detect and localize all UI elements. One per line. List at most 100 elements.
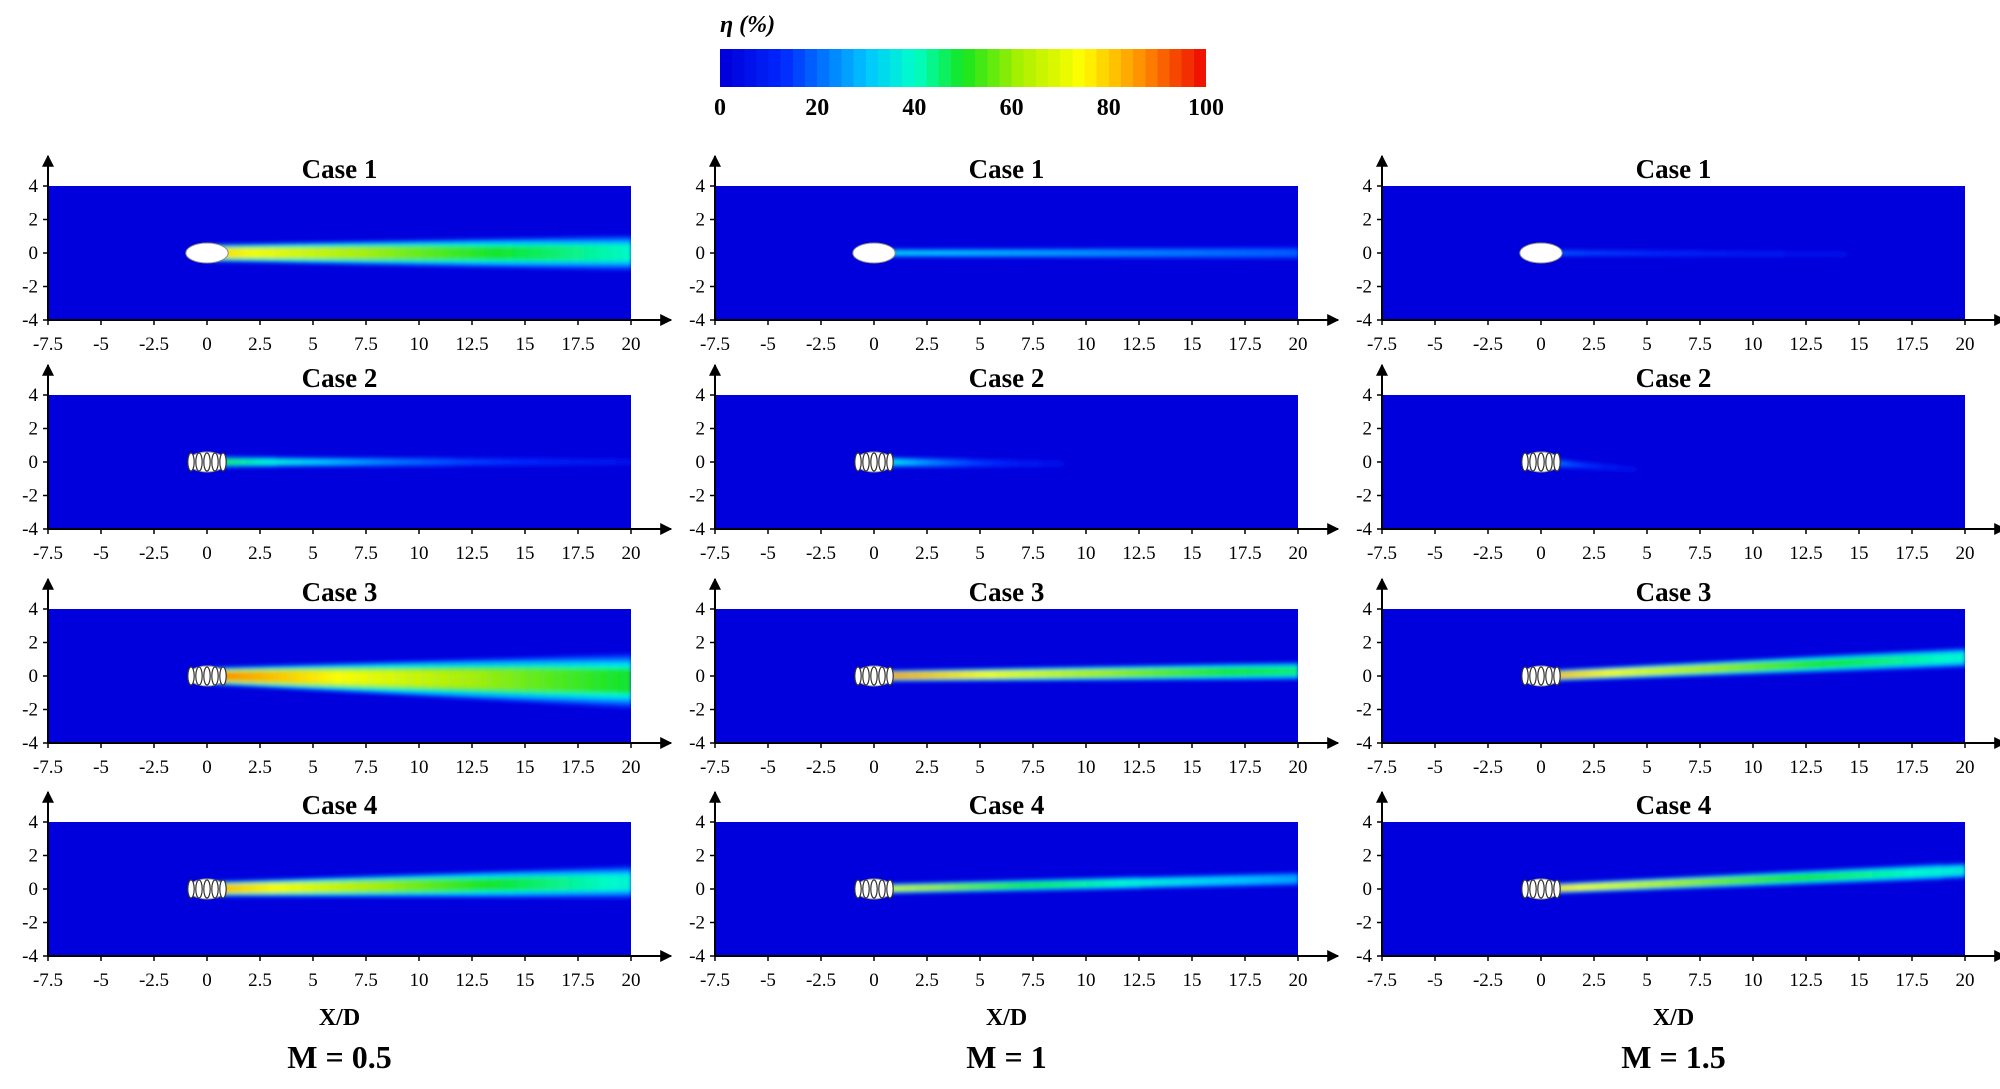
plume-band xyxy=(580,668,586,692)
plume-band xyxy=(917,460,921,465)
plume-band xyxy=(958,884,964,890)
plume-band xyxy=(376,670,382,686)
plume-band xyxy=(1637,251,1642,256)
plume-band xyxy=(580,245,586,261)
plume-band xyxy=(1729,664,1735,672)
plume-band xyxy=(1668,251,1673,256)
effectiveness-field xyxy=(187,865,631,900)
film-cooling-plume xyxy=(874,247,1298,259)
heatmap-background xyxy=(1382,395,1965,529)
colorbar-tick-label: 80 xyxy=(1097,95,1121,121)
plume-band xyxy=(1105,669,1110,677)
plume-band xyxy=(1594,670,1600,677)
plume-band xyxy=(399,670,405,687)
plume-band xyxy=(993,250,998,256)
plume-band xyxy=(1004,460,1008,466)
effectiveness-field xyxy=(187,653,631,709)
plume-band xyxy=(472,246,478,260)
plume-band xyxy=(1675,251,1681,256)
plume-band xyxy=(1614,465,1616,470)
plume-band xyxy=(1263,250,1268,256)
plume-band xyxy=(958,672,964,678)
plume-band xyxy=(1124,880,1129,886)
x-tick-label: -7.5 xyxy=(700,543,730,564)
plume-band xyxy=(461,879,466,891)
plume-band xyxy=(1587,463,1589,468)
plume-band xyxy=(1267,667,1272,676)
plume-band xyxy=(1610,465,1612,470)
y-tick-label: -2 xyxy=(689,486,705,507)
plume-band xyxy=(1614,669,1619,676)
plume-band xyxy=(1833,659,1839,668)
y-tick-label: 4 xyxy=(696,385,706,406)
plume-band xyxy=(1620,466,1622,471)
plume-band xyxy=(1668,667,1673,674)
panel-axes: 420-2-4-7.5 -5 -2.5 0 2.5 5 7.5 10 12.5 15 17.5 20 xyxy=(22,790,673,991)
plume-band xyxy=(1032,882,1037,888)
plume-band xyxy=(981,250,987,256)
x-tick-label: 20 xyxy=(622,543,641,564)
plume-band xyxy=(534,669,540,691)
plume-band xyxy=(997,250,1002,256)
x-tick-label: 5 xyxy=(308,970,318,991)
plume-band xyxy=(1629,669,1635,675)
plume-band xyxy=(596,459,601,465)
hole-segment xyxy=(195,879,203,899)
plume-band xyxy=(1086,250,1091,256)
plume-band xyxy=(1620,466,1623,471)
x-tick-label: -7.5 xyxy=(33,543,63,564)
plume-band xyxy=(1584,463,1586,468)
plume-band xyxy=(916,672,921,679)
plume-band xyxy=(1136,669,1141,677)
plume-band xyxy=(233,884,239,893)
plume-band xyxy=(480,669,486,689)
plume-band xyxy=(1799,251,1804,257)
plume-band xyxy=(1953,653,1958,663)
y-tick-label: 2 xyxy=(1363,419,1373,440)
plume-band xyxy=(272,671,277,682)
plume-band xyxy=(503,246,509,260)
plume-band xyxy=(912,672,917,679)
plume-band xyxy=(596,668,601,693)
plume-band xyxy=(538,245,543,261)
plume-band xyxy=(897,459,901,465)
plume-band xyxy=(1630,467,1633,472)
plume-band xyxy=(1629,467,1632,472)
plume-band xyxy=(442,670,447,688)
x-tick-label: 10 xyxy=(1744,757,1763,778)
plume-band xyxy=(461,246,466,260)
plume-band xyxy=(1232,667,1237,676)
plume-band xyxy=(1074,881,1079,888)
plume-band xyxy=(1615,465,1617,470)
x-tick-label: 15 xyxy=(1183,334,1202,355)
plume-band xyxy=(230,671,235,681)
plume-band xyxy=(1101,669,1106,677)
plume-band xyxy=(253,248,258,258)
plume-band xyxy=(1672,667,1677,674)
plume-band xyxy=(453,670,459,688)
plume-band xyxy=(1576,462,1579,467)
plume-band xyxy=(1945,653,1951,663)
plume-band xyxy=(615,459,621,465)
plume-band xyxy=(488,878,493,891)
plume-band xyxy=(361,881,366,892)
plume-band xyxy=(1066,250,1072,256)
plume-band xyxy=(546,876,551,891)
plume-band xyxy=(523,459,528,465)
y-tick-label: -4 xyxy=(1356,310,1372,331)
x-tick-label: 17.5 xyxy=(561,334,594,355)
cooling-hole xyxy=(852,242,896,264)
plume-band xyxy=(1849,658,1854,667)
plume-band xyxy=(1574,462,1577,467)
plume-band xyxy=(1604,465,1607,470)
panel-axes: 420-2-4-7.5 -5 -2.5 0 2.5 5 7.5 10 12.5 15 17.5 20 xyxy=(1356,154,2000,355)
plume-band xyxy=(1787,661,1793,669)
plume-band xyxy=(1803,660,1808,669)
plume-band xyxy=(607,668,613,693)
plume-band xyxy=(627,874,631,890)
plume-band xyxy=(1623,466,1626,471)
plume-band xyxy=(1737,663,1743,671)
plume-band xyxy=(962,672,968,678)
